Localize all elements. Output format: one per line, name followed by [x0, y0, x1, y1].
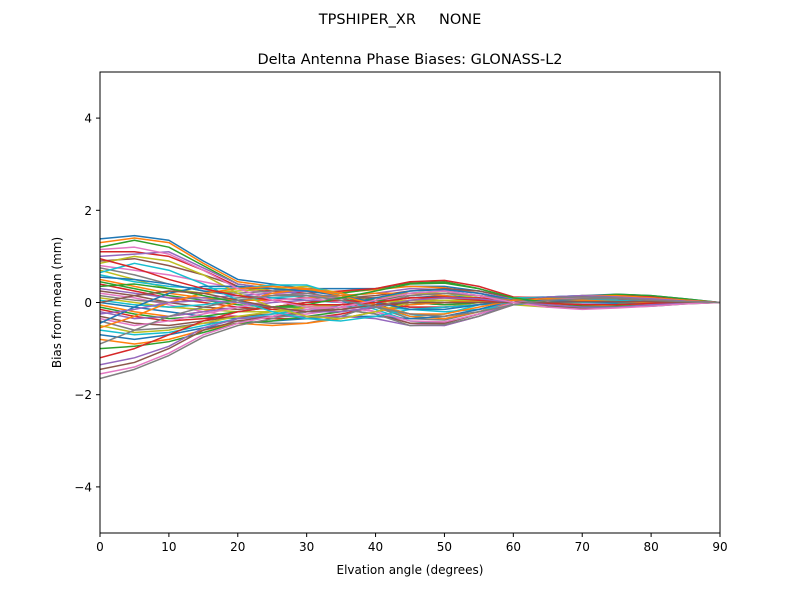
y-tick-label: 2: [84, 204, 92, 218]
x-tick-label: 20: [230, 540, 245, 554]
y-axis: −4 −2 0 2 4: [74, 112, 100, 494]
x-tick-label: 90: [712, 540, 727, 554]
series-lines: [100, 234, 720, 380]
series-line: [100, 239, 720, 304]
x-tick-label: 80: [643, 540, 658, 554]
y-axis-label: Bias from mean (mm): [50, 237, 64, 368]
series-line: [100, 296, 720, 380]
series-line: [100, 285, 720, 324]
y-tick-label: 0: [84, 296, 92, 310]
x-axis-label: Elvation angle (degrees): [337, 563, 484, 577]
x-tick-label: 70: [575, 540, 590, 554]
x-tick-label: 40: [368, 540, 383, 554]
series-line: [100, 246, 720, 311]
y-tick-label: −2: [74, 388, 92, 402]
series-line: [100, 257, 720, 306]
series-line: [100, 297, 720, 315]
y-tick-label: 4: [84, 112, 92, 126]
chart-title: Delta Antenna Phase Biases: GLONASS-L2: [257, 52, 562, 68]
figure-suptitle: TPSHIPER_XR NONE: [318, 12, 482, 28]
x-tick-label: 10: [161, 540, 176, 554]
x-tick-label: 60: [506, 540, 521, 554]
x-tick-label: 50: [437, 540, 452, 554]
x-tick-label: 0: [96, 540, 104, 554]
x-tick-label: 30: [299, 540, 314, 554]
series-line: [100, 290, 720, 313]
x-axis: 0 10 20 30 40 50 60 70 80 90: [96, 533, 728, 554]
y-tick-label: −4: [74, 480, 92, 494]
series-line: [100, 294, 720, 345]
